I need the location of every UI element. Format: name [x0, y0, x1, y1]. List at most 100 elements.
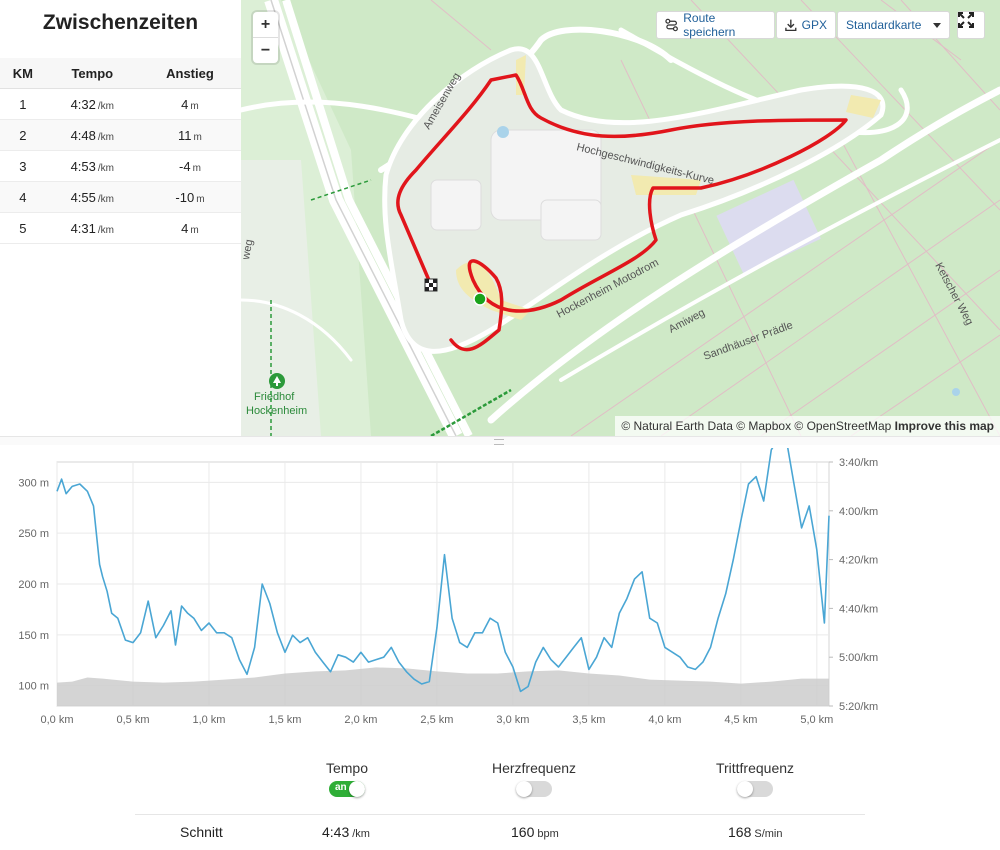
split-pace-unit: /km: [97, 193, 114, 205]
x-tick-label: 2,5 km: [420, 714, 453, 726]
drag-handle-icon[interactable]: [494, 439, 504, 445]
split-climb: 4: [181, 220, 189, 236]
split-climb: 11: [178, 127, 192, 143]
map-style-value: Standardkarte: [846, 18, 922, 32]
y-left-tick-label: 100 m: [18, 681, 49, 693]
save-route-button[interactable]: Route speichern: [656, 11, 775, 39]
chart-canvas[interactable]: 0,0 km 0,5 km 1,0 km 1,5 km 2,0 km 2,5 km 3,0 …: [0, 436, 1000, 738]
split-pace: 4:32: [70, 96, 96, 112]
split-climb-unit: m: [190, 224, 199, 236]
average-stats-row: Schnitt 4:43/km 160 bpm 168 S/min: [135, 814, 865, 850]
caret-down-icon: [933, 22, 941, 28]
cadence-toggle-label: Trittfrequenz: [715, 760, 795, 776]
x-tick-label: 1,0 km: [192, 714, 225, 726]
split-row: 4 4:55/km -10 m: [0, 181, 241, 213]
split-pace: 4:48: [70, 127, 96, 143]
hr-toggle[interactable]: [516, 781, 552, 797]
toggle-knob: [737, 781, 753, 797]
split-km: 2: [0, 119, 46, 151]
y-right-tick-label: 4:40/km: [839, 603, 878, 615]
zoom-controls: + −: [253, 12, 278, 63]
average-hr-value: 160: [511, 824, 535, 840]
metric-toggles: Tempo an Herzfrequenz Trittfrequenz: [0, 760, 1000, 810]
splits-title: Zwischenzeiten: [42, 11, 199, 34]
pace-toggle-state: an: [335, 782, 347, 793]
split-climb-unit: m: [193, 131, 202, 143]
split-climb: -10: [175, 189, 195, 205]
elevation-area: [57, 667, 829, 706]
split-pace-unit: /km: [97, 100, 114, 112]
x-tick-label: 2,0 km: [344, 714, 377, 726]
pace-toggle[interactable]: an: [329, 781, 365, 797]
finish-flag-icon: [424, 278, 438, 292]
improve-map-link[interactable]: Improve this map: [894, 419, 994, 433]
x-tick-label: 1,5 km: [268, 714, 301, 726]
x-tick-label: 5,0 km: [800, 714, 833, 726]
y-left-tick-label: 200 m: [18, 579, 49, 591]
x-tick-label: 3,5 km: [572, 714, 605, 726]
map-style-select[interactable]: Standardkarte: [837, 11, 950, 39]
y-left-tick-label: 150 m: [18, 630, 49, 642]
split-climb: -4: [179, 158, 191, 174]
average-cadence-unit: S/min: [754, 828, 783, 840]
pace-line: [56, 436, 830, 693]
pace-toggle-label: Tempo: [325, 760, 369, 776]
fullscreen-button[interactable]: [957, 11, 985, 39]
average-pace-value: 4:43: [322, 824, 350, 840]
save-route-label: Route speichern: [683, 11, 736, 39]
x-tick-label: 3,0 km: [496, 714, 529, 726]
split-km: 3: [0, 150, 46, 182]
split-pace: 4:31: [70, 220, 96, 236]
map-attribution: © Natural Earth Data © Mapbox © OpenStre…: [615, 416, 1000, 436]
pace-toggle-group: Tempo an: [267, 760, 427, 797]
y-right-tick-label: 4:20/km: [839, 555, 878, 567]
toggle-knob: [516, 781, 532, 797]
split-climb-unit: m: [192, 162, 201, 174]
route-map[interactable]: Ameisenweg Hochgeschwindigkeits-Kurve Ho…: [241, 0, 1000, 436]
split-km: 4: [0, 181, 46, 213]
average-hr-unit: bpm: [537, 828, 559, 840]
gpx-label: GPX: [801, 18, 827, 32]
y-left-tick-label: 250 m: [18, 528, 49, 540]
split-climb: 4: [181, 96, 189, 112]
elevation-pace-chart[interactable]: 0,0 km 0,5 km 1,0 km 1,5 km 2,0 km 2,5 km 3,0 …: [0, 436, 1000, 738]
y-right-tick-label: 5:20/km: [839, 701, 878, 713]
split-pace: 4:55: [70, 189, 96, 205]
y-right-tick-label: 5:00/km: [839, 652, 878, 664]
average-pace: 4:43/km: [322, 824, 370, 840]
x-tick-label: 4,5 km: [724, 714, 757, 726]
split-row: 3 4:53/km -4 m: [0, 150, 241, 182]
cadence-toggle[interactable]: [737, 781, 773, 797]
split-km: 1: [0, 88, 46, 120]
split-climb-unit: m: [190, 100, 199, 112]
average-cadence: 168 S/min: [728, 824, 782, 840]
hr-toggle-label: Herzfrequenz: [491, 760, 577, 776]
average-hr: 160 bpm: [511, 824, 559, 840]
start-marker: [473, 292, 487, 306]
zoom-in-button[interactable]: +: [260, 16, 271, 33]
y-right-tick-label: 4:00/km: [839, 506, 878, 518]
split-km: 5: [0, 212, 46, 244]
col-header-climb: Anstieg: [138, 58, 241, 89]
label-weg-left: weg: [241, 239, 255, 262]
fullscreen-icon: [958, 12, 974, 28]
y-left-tick-label: 300 m: [18, 477, 49, 489]
x-tick-label: 4,0 km: [648, 714, 681, 726]
average-label: Schnitt: [180, 824, 223, 840]
split-climb-unit: m: [196, 193, 205, 205]
split-pace-unit: /km: [97, 131, 114, 143]
map-canvas[interactable]: Ameisenweg Hochgeschwindigkeits-Kurve Ho…: [241, 0, 1000, 436]
col-header-km: KM: [0, 58, 46, 89]
split-row: 2 4:48/km 11 m: [0, 119, 241, 151]
x-tick-label: 0,5 km: [116, 714, 149, 726]
attribution-text[interactable]: © Natural Earth Data © Mapbox © OpenStre…: [621, 419, 892, 433]
resize-divider[interactable]: [0, 436, 1000, 445]
split-pace-unit: /km: [97, 224, 114, 236]
gpx-download-button[interactable]: GPX: [776, 11, 836, 39]
col-header-pace: Tempo: [45, 58, 139, 89]
route-line: [396, 73, 848, 352]
average-cadence-value: 168: [728, 824, 752, 840]
zoom-out-button[interactable]: −: [253, 37, 278, 63]
